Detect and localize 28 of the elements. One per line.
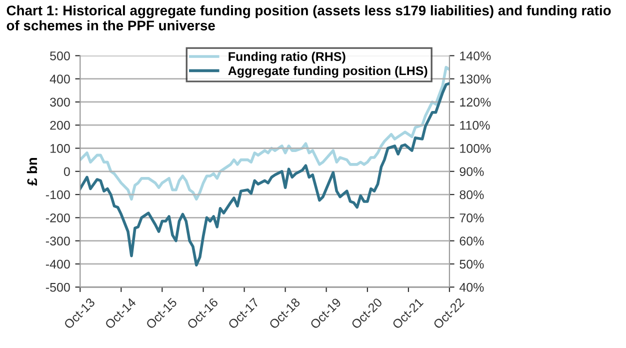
y-tick-label: -300 (46, 236, 70, 246)
y-tick-label: -500 (46, 282, 70, 292)
y2-tick-label: 70% (460, 213, 484, 222)
y2-tick-label: 120% (460, 98, 491, 107)
y-tick-label: -400 (46, 260, 70, 269)
y-tick-label: -200 (46, 213, 70, 222)
y-tick-label: 100 (50, 144, 70, 153)
y2-tick-label: 60% (460, 236, 484, 246)
y-tick-label: 500 (50, 51, 70, 60)
chart-title: Chart 1: Historical aggregate funding position (assets less s179 liabilities) and funding ratio of schemes in the PPF universe (6, 5, 611, 30)
line-series (80, 66, 450, 201)
y2-tick-label: 140% (460, 51, 491, 60)
y2-tick-label: 90% (460, 167, 484, 176)
y-tick-label: 200 (50, 120, 70, 130)
y2-tick-label: 80% (460, 190, 484, 200)
y2-tick-label: 100% (460, 144, 491, 153)
y-tick-label: -100 (46, 190, 70, 200)
y-tick-label: 300 (50, 98, 70, 107)
y-axis-title: £ bn (26, 158, 38, 186)
legend-label: Aggregate funding position (LHS) (228, 66, 428, 78)
y-tick-label: 0 (64, 167, 70, 176)
legend-label: Funding ratio (RHS) (228, 52, 346, 64)
y2-tick-label: 50% (460, 260, 484, 269)
y2-tick-label: 130% (460, 74, 491, 84)
y2-tick-label: 40% (459, 282, 484, 292)
y2-tick-label: 110% (460, 120, 490, 130)
y-tick-label: 400 (50, 74, 70, 84)
line-series (80, 82, 450, 267)
